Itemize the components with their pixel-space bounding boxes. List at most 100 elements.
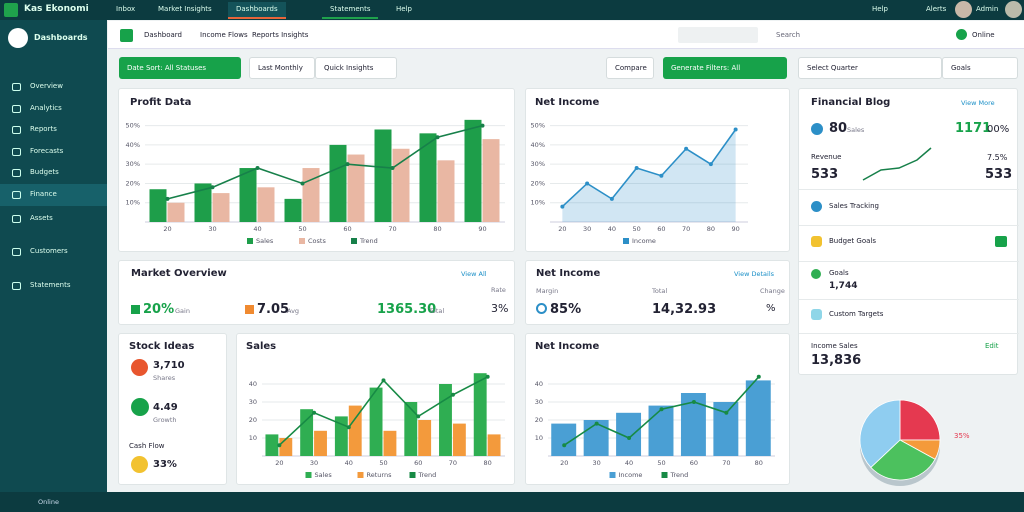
legend-label: Trend bbox=[670, 471, 689, 479]
filter-button[interactable]: Select Quarter bbox=[798, 57, 942, 79]
tab[interactable]: Statements bbox=[322, 2, 379, 19]
bar bbox=[464, 119, 482, 222]
y-tick-label: 40 bbox=[535, 380, 543, 388]
x-tick-label: 50 bbox=[657, 459, 665, 467]
breadcrumb[interactable]: Reports Insights bbox=[252, 31, 309, 39]
tab-active[interactable]: Dashboards bbox=[228, 2, 286, 19]
link[interactable]: Edit bbox=[985, 342, 999, 350]
goal-value: 1,744 bbox=[829, 281, 858, 291]
sidebar-item[interactable]: Statements bbox=[0, 275, 107, 297]
filter-button[interactable]: Generate Filters: All bbox=[663, 57, 787, 79]
list-item[interactable]: Budget Goals bbox=[829, 237, 876, 245]
point bbox=[485, 374, 490, 379]
bar bbox=[329, 144, 347, 222]
panel-title: Net Income bbox=[536, 268, 601, 279]
point bbox=[390, 166, 395, 171]
y-tick-label: 10 bbox=[535, 434, 543, 442]
x-tick-label: 50 bbox=[298, 225, 306, 233]
sidebar-item[interactable]: Reports bbox=[0, 119, 107, 141]
point bbox=[634, 166, 639, 171]
icon bbox=[811, 269, 821, 279]
y-tick-label: 50% bbox=[126, 122, 140, 130]
legend-label: Sales bbox=[256, 237, 274, 245]
x-tick-label: 70 bbox=[449, 459, 457, 467]
bar bbox=[439, 384, 452, 456]
legend-label: Sales bbox=[315, 471, 333, 479]
x-tick-label: 80 bbox=[707, 225, 715, 233]
icon[interactable] bbox=[995, 236, 1007, 247]
link[interactable]: Alerts bbox=[926, 5, 947, 13]
sidebar-item[interactable]: Forecasts bbox=[0, 141, 107, 163]
x-tick-label: 90 bbox=[731, 225, 739, 233]
breadcrumb[interactable]: Dashboard bbox=[144, 31, 182, 39]
search-label[interactable]: Search bbox=[776, 31, 801, 39]
bar bbox=[452, 423, 466, 456]
avatar[interactable] bbox=[955, 1, 972, 18]
chart-title: Net Income bbox=[535, 341, 599, 352]
legend-label: Returns bbox=[367, 471, 393, 479]
chart-panel bbox=[525, 88, 790, 252]
x-tick-label: 80 bbox=[433, 225, 441, 233]
x-tick-label: 60 bbox=[657, 225, 665, 233]
x-tick-label: 20 bbox=[275, 459, 283, 467]
sidebar-item[interactable]: Finance bbox=[0, 184, 107, 206]
filter-button[interactable]: Quick Insights bbox=[315, 57, 397, 79]
kpi-panel: Net Income View Details 85% Margin 14,32… bbox=[525, 260, 790, 325]
bar bbox=[212, 193, 230, 222]
link[interactable]: View More bbox=[961, 99, 995, 107]
point bbox=[562, 443, 567, 448]
sidebar-icon bbox=[12, 105, 21, 113]
tab[interactable]: Help bbox=[396, 5, 412, 13]
kpi-label: Rate bbox=[491, 286, 506, 294]
y-tick-label: 30% bbox=[531, 160, 545, 168]
point bbox=[346, 425, 351, 430]
kpi-value: 7.05 bbox=[257, 302, 290, 317]
point bbox=[165, 196, 170, 201]
sidebar-item[interactable]: Budgets bbox=[0, 162, 107, 184]
bar bbox=[369, 387, 383, 456]
avatar[interactable] bbox=[1005, 1, 1022, 18]
point bbox=[345, 162, 350, 167]
kpi-label: Total bbox=[652, 287, 668, 295]
list-item[interactable]: Custom Targets bbox=[829, 310, 884, 318]
sidebar-item[interactable]: Overview bbox=[0, 76, 107, 98]
kpi-value: 1365.30 bbox=[377, 302, 437, 317]
sidebar-item[interactable]: Assets bbox=[0, 208, 107, 230]
y-tick-label: 20 bbox=[535, 416, 543, 424]
sidebar-item[interactable]: Customers bbox=[0, 241, 107, 263]
sidebar-item[interactable]: Analytics bbox=[0, 98, 107, 120]
icon bbox=[536, 303, 547, 314]
bar bbox=[149, 189, 167, 222]
breadcrumb[interactable]: Income Flows bbox=[200, 31, 248, 39]
sidebar-icon bbox=[12, 191, 21, 199]
list-item[interactable]: Goals bbox=[829, 269, 849, 277]
point bbox=[609, 196, 614, 201]
kpi-value: 533 bbox=[811, 167, 839, 182]
tab[interactable]: Market Insights bbox=[158, 5, 212, 13]
filter-button[interactable]: Date Sort: All Statuses bbox=[119, 57, 241, 79]
bar bbox=[583, 420, 609, 456]
link[interactable]: View Details bbox=[734, 270, 775, 278]
filter-button[interactable]: Last Monthly bbox=[249, 57, 315, 79]
kpi-panel: Market Overview View All 20% Gain 7.05 A… bbox=[118, 260, 515, 325]
logo bbox=[4, 3, 18, 17]
sidebar-icon bbox=[12, 148, 21, 156]
user-name[interactable]: Admin bbox=[976, 5, 999, 13]
bottom-bar: Online bbox=[0, 492, 1024, 512]
footer-title: Income Sales bbox=[811, 342, 858, 350]
bar bbox=[473, 373, 487, 456]
list-item[interactable]: Sales Tracking bbox=[829, 202, 879, 210]
link[interactable]: Help bbox=[872, 5, 888, 13]
x-tick-label: 90 bbox=[478, 225, 486, 233]
filter-button[interactable]: Goals bbox=[942, 57, 1018, 79]
kpi-value: 80 bbox=[829, 121, 848, 136]
x-tick-label: 20 bbox=[163, 225, 171, 233]
filter-button[interactable]: Compare bbox=[606, 57, 654, 79]
point bbox=[724, 410, 729, 415]
search-box[interactable] bbox=[678, 27, 758, 43]
link[interactable]: View All bbox=[461, 270, 487, 278]
stocks-panel: Stock Ideas 3,710 Shares 4.49 Growth Cas… bbox=[118, 333, 227, 485]
point bbox=[684, 146, 689, 151]
tab[interactable]: Inbox bbox=[116, 5, 136, 13]
